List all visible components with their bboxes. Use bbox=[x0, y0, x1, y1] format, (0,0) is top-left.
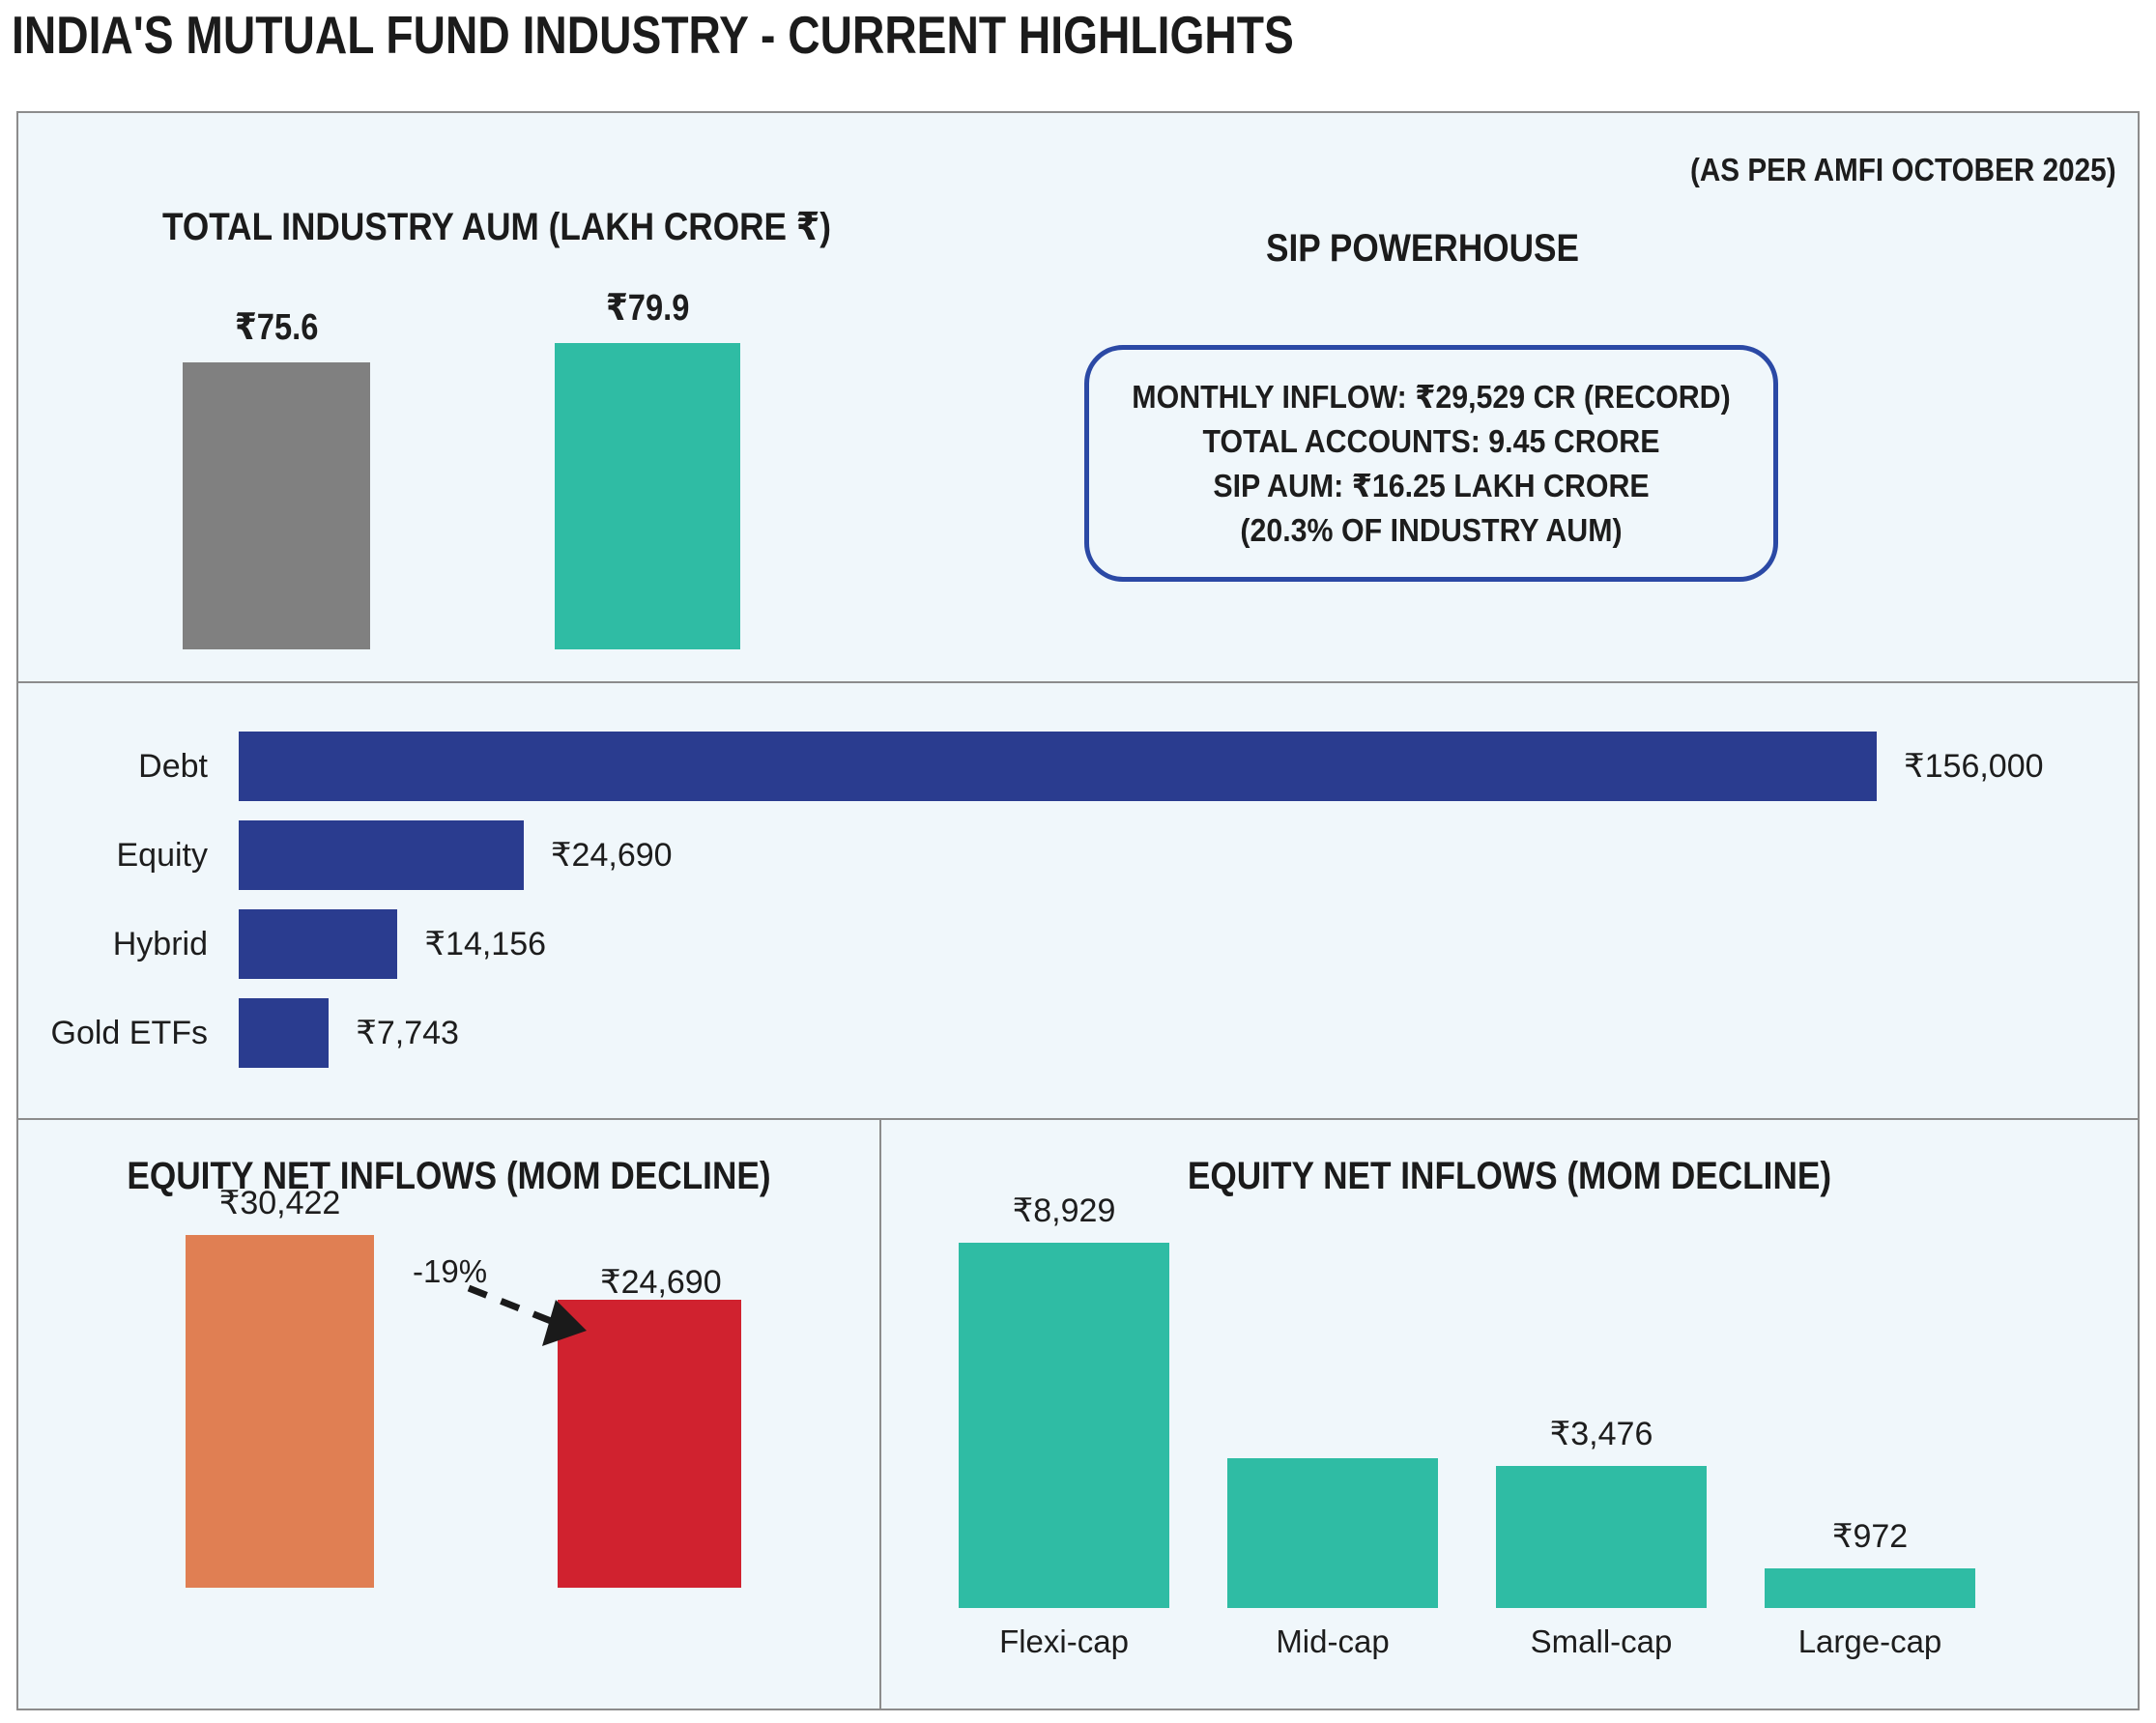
flow-label-debt: Debt bbox=[138, 747, 208, 785]
aum-previous-value-label: ₹75.6 bbox=[234, 306, 319, 348]
sip-stats-box: MONTHLY INFLOW: ₹29,529 CR (RECORD) TOTA… bbox=[1084, 345, 1778, 582]
flow-track-gold-etfs: ₹7,743 bbox=[239, 998, 1877, 1068]
large-cap-value-label: ₹972 bbox=[1831, 1517, 1909, 1555]
chart-net-flows-by-category: Debt ₹156,000 Equity ₹24,690 Hybrid ₹14,… bbox=[18, 681, 2138, 1118]
flow-track-hybrid: ₹14,156 bbox=[239, 909, 1877, 979]
aum-bar-area: ₹75.6 ₹79.9 bbox=[18, 288, 975, 649]
flow-bar-gold-etfs bbox=[239, 998, 330, 1068]
decline-arrow-icon bbox=[467, 1284, 587, 1346]
aum-column-previous: ₹75.6 bbox=[183, 307, 370, 649]
flow-label-gold-etfs: Gold ETFs bbox=[50, 1014, 208, 1051]
flow-bar-equity bbox=[239, 820, 524, 890]
flexi-cap-bar bbox=[959, 1243, 1169, 1608]
flow-value-debt: ₹156,000 bbox=[1904, 748, 2044, 785]
chart-total-industry-aum: TOTAL INDUSTRY AUM (LAKH CRORE ₹) ₹75.6 … bbox=[18, 113, 975, 681]
flow-row-debt: Debt ₹156,000 bbox=[18, 732, 2138, 801]
sip-line-industry-share: (20.3% OF INDUSTRY AUM) bbox=[1240, 511, 1623, 548]
flow-bar-debt bbox=[239, 732, 1877, 801]
flow-value-gold-etfs: ₹7,743 bbox=[356, 1015, 459, 1051]
sip-line-sip-aum: SIP AUM: ₹16.25 LAKH CRORE bbox=[1213, 467, 1650, 503]
chart-equity-inflows-by-cap: EQUITY NET INFLOWS (MOM DECLINE) ₹8,929 … bbox=[881, 1120, 2138, 1709]
small-cap-bar bbox=[1496, 1465, 1707, 1608]
equity-prev-value-label: ₹30,422 bbox=[218, 1185, 341, 1221]
equity-current-value-label: ₹24,690 bbox=[600, 1264, 722, 1301]
cap-column-large: ₹972 Large-cap bbox=[1765, 1243, 1975, 1659]
flow-label-equity: Equity bbox=[116, 836, 209, 874]
flow-label-hybrid: Hybrid bbox=[112, 925, 208, 962]
flow-value-equity: ₹24,690 bbox=[550, 837, 673, 874]
cap-column-flexi: ₹8,929 Flexi-cap bbox=[959, 1192, 1169, 1659]
small-cap-value-label: ₹3,476 bbox=[1549, 1415, 1653, 1452]
flow-row-hybrid: Hybrid ₹14,156 bbox=[18, 909, 2138, 979]
small-cap-category-label: Small-cap bbox=[1530, 1623, 1673, 1659]
flexi-cap-category-label: Flexi-cap bbox=[999, 1623, 1129, 1659]
equity-mom-bar-area: ₹30,422 bbox=[18, 1185, 879, 1588]
flow-row-equity: Equity ₹24,690 bbox=[18, 820, 2138, 890]
equity-bar-current-month bbox=[558, 1300, 741, 1588]
aum-bar-current bbox=[555, 343, 740, 649]
aum-column-current: ₹79.9 bbox=[555, 288, 740, 649]
decline-percent-label: -19% bbox=[413, 1253, 488, 1289]
flow-value-hybrid: ₹14,156 bbox=[424, 926, 547, 962]
flow-track-debt: ₹156,000 bbox=[239, 732, 2044, 801]
sip-title: SIP POWERHOUSE bbox=[1265, 227, 1580, 270]
sip-line-monthly-inflow: MONTHLY INFLOW: ₹29,529 CR (RECORD) bbox=[1132, 378, 1731, 415]
equity-mom-title: EQUITY NET INFLOWS (MOM DECLINE) bbox=[127, 1155, 771, 1197]
page-title: INDIA'S MUTUAL FUND INDUSTRY - CURRENT H… bbox=[12, 5, 1294, 65]
equity-bar-previous-month bbox=[186, 1235, 374, 1588]
equity-by-cap-title: EQUITY NET INFLOWS (MOM DECLINE) bbox=[1187, 1155, 1832, 1197]
amfi-source-note: (AS PER AMFI OCTOBER 2025) bbox=[1690, 152, 2116, 187]
large-cap-category-label: Large-cap bbox=[1797, 1623, 1942, 1659]
mid-cap-category-label: Mid-cap bbox=[1276, 1623, 1390, 1659]
aum-current-value-label: ₹79.9 bbox=[605, 288, 690, 329]
highlights-panel: (AS PER AMFI OCTOBER 2025) TOTAL INDUSTR… bbox=[16, 111, 2140, 1710]
cap-column-mid: Mid-cap bbox=[1227, 1243, 1438, 1659]
flow-bar-hybrid bbox=[239, 909, 398, 979]
sip-line-total-accounts: TOTAL ACCOUNTS: 9.45 CRORE bbox=[1202, 422, 1660, 459]
equity-mom-column-previous: ₹30,422 bbox=[186, 1185, 374, 1588]
section-bottom: EQUITY NET INFLOWS (MOM DECLINE) ₹30,422… bbox=[18, 1118, 2138, 1709]
cap-column-small: ₹3,476 Small-cap bbox=[1496, 1243, 1707, 1659]
aum-chart-title: TOTAL INDUSTRY AUM (LAKH CRORE ₹) bbox=[162, 206, 831, 248]
flexi-cap-value-label: ₹8,929 bbox=[1012, 1192, 1116, 1229]
large-cap-bar bbox=[1765, 1567, 1975, 1608]
chart-equity-mom-decline: EQUITY NET INFLOWS (MOM DECLINE) ₹30,422… bbox=[18, 1120, 881, 1709]
flow-track-equity: ₹24,690 bbox=[239, 820, 1877, 890]
mid-cap-bar bbox=[1227, 1458, 1438, 1608]
equity-by-cap-bar-area: ₹8,929 Flexi-cap Mid-cap ₹3,476 Small-ca… bbox=[881, 1192, 2138, 1659]
section-top: (AS PER AMFI OCTOBER 2025) TOTAL INDUSTR… bbox=[18, 113, 2138, 681]
sip-powerhouse-section: SIP POWERHOUSE MONTHLY INFLOW: ₹29,529 C… bbox=[833, 113, 2012, 681]
equity-mom-column-current bbox=[558, 1235, 741, 1588]
flow-row-gold-etfs: Gold ETFs ₹7,743 bbox=[18, 998, 2138, 1068]
aum-bar-previous bbox=[183, 361, 370, 649]
